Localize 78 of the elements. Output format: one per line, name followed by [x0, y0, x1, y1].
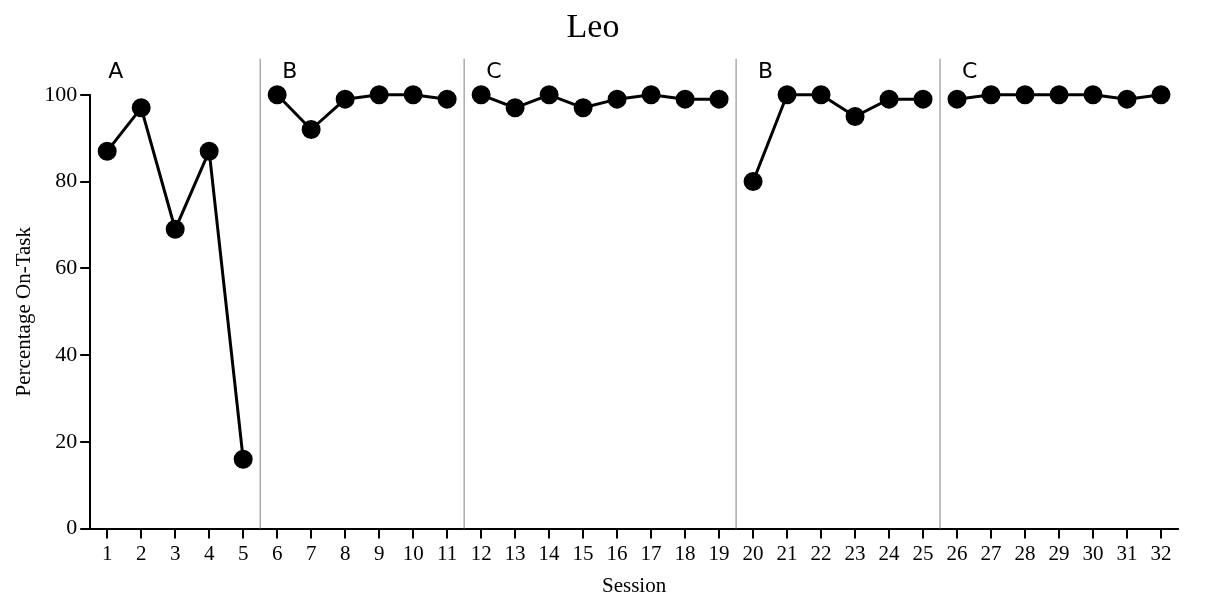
x-tick-label: 11 [437, 540, 458, 565]
x-tick-label: 16 [606, 540, 628, 565]
point [403, 85, 423, 105]
x-tick-label: 18 [674, 540, 696, 565]
x-tick-label: 4 [203, 540, 215, 565]
point [437, 89, 457, 109]
y-tick-label: 60 [55, 254, 78, 280]
x-tick-label: 28 [1014, 540, 1036, 565]
point [165, 219, 185, 239]
point [199, 141, 219, 161]
x-axis-title: Session [602, 572, 667, 597]
x-tick-label: 20 [742, 540, 764, 565]
x-tick-label: 1 [101, 540, 113, 565]
x-tick-label: 19 [708, 540, 730, 565]
point [845, 106, 865, 126]
point [811, 85, 831, 105]
text: A [108, 57, 124, 83]
point [1151, 85, 1171, 105]
y-tick-label: 80 [55, 167, 78, 193]
x-tick-label: 6 [271, 540, 283, 565]
point [947, 89, 967, 109]
point [505, 98, 525, 118]
x-tick-label: 26 [946, 540, 968, 565]
point [1083, 85, 1103, 105]
x-tick-label: 21 [776, 540, 798, 565]
y-tick-label: 40 [55, 340, 78, 366]
x-tick-label: 2 [135, 540, 147, 565]
point [267, 85, 287, 105]
point [131, 98, 151, 118]
x-tick-label: 8 [339, 540, 351, 565]
x-tick-label: 15 [572, 540, 594, 565]
y-tick-label: 20 [55, 427, 78, 453]
x-tick-label: 30 [1082, 540, 1104, 565]
point [879, 89, 899, 109]
x-tick-label: 25 [912, 540, 934, 565]
point [335, 89, 355, 109]
x-tick-label: 14 [538, 540, 561, 565]
x-tick-label: 12 [470, 540, 492, 565]
y-tick-label: 0 [66, 514, 78, 540]
chart-title: Leo [566, 7, 620, 45]
point [539, 85, 559, 105]
point [369, 85, 389, 105]
point [641, 85, 661, 105]
point [675, 89, 695, 109]
ref-line-label: C [486, 57, 502, 83]
point [743, 172, 763, 192]
y-tick-label: 100 [44, 80, 78, 106]
point [1049, 85, 1069, 105]
x-tick-label: 3 [169, 540, 181, 565]
ref-line-label: B [758, 57, 774, 83]
x-tick-label: 13 [504, 540, 526, 565]
point [1015, 85, 1035, 105]
point [573, 98, 593, 118]
y-axis-title: Percentage On-Task [11, 226, 36, 397]
x-tick-label: 23 [844, 540, 866, 565]
ref-line-label: B [282, 57, 298, 83]
point [97, 141, 117, 161]
x-tick-label: 27 [980, 540, 1002, 565]
x-tick-label: 22 [810, 540, 832, 565]
point [709, 89, 729, 109]
point [233, 449, 253, 469]
x-tick-label: 7 [305, 540, 317, 565]
point [471, 85, 491, 105]
point [1117, 89, 1137, 109]
point [607, 89, 627, 109]
x-tick-label: 5 [237, 540, 249, 565]
ref-line-label: C [962, 57, 978, 83]
x-tick-label: 32 [1150, 540, 1172, 565]
x-tick-label: 24 [878, 540, 901, 565]
x-tick-label: 17 [640, 540, 662, 565]
point [981, 85, 1001, 105]
point [913, 89, 933, 109]
x-tick-label: 31 [1116, 540, 1138, 565]
x-tick-label: 9 [373, 540, 385, 565]
point [777, 85, 797, 105]
x-tick-label: 29 [1048, 540, 1070, 565]
point [301, 120, 321, 139]
x-tick-label: 10 [402, 540, 424, 565]
